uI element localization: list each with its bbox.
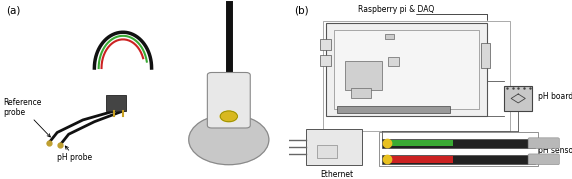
Bar bbox=[382, 139, 535, 148]
Bar bbox=[379, 132, 538, 166]
Bar bbox=[317, 145, 337, 158]
Bar bbox=[391, 156, 453, 163]
FancyBboxPatch shape bbox=[207, 72, 251, 128]
Bar bbox=[106, 95, 126, 111]
Text: pH probe: pH probe bbox=[57, 146, 92, 162]
Bar bbox=[337, 106, 450, 113]
Bar bbox=[482, 43, 490, 68]
Bar bbox=[388, 57, 399, 66]
Circle shape bbox=[189, 115, 269, 165]
Bar bbox=[345, 61, 382, 90]
Circle shape bbox=[220, 111, 237, 122]
Text: (b): (b) bbox=[295, 5, 309, 15]
Text: Raspberry pi & DAQ: Raspberry pi & DAQ bbox=[358, 5, 435, 14]
Text: Ethernet
convertor: Ethernet convertor bbox=[319, 170, 355, 179]
Bar bbox=[334, 30, 479, 109]
Text: pH sensor: pH sensor bbox=[538, 146, 572, 155]
Bar bbox=[320, 39, 331, 50]
Bar bbox=[391, 140, 453, 146]
Bar bbox=[325, 23, 487, 116]
Bar bbox=[385, 34, 394, 39]
Bar bbox=[382, 155, 535, 164]
Text: Reference
probe: Reference probe bbox=[3, 98, 50, 137]
Bar bbox=[323, 21, 510, 131]
Bar bbox=[306, 129, 363, 165]
Text: pH board: pH board bbox=[538, 92, 572, 101]
Bar bbox=[320, 55, 331, 66]
Text: (a): (a) bbox=[6, 5, 20, 15]
FancyBboxPatch shape bbox=[528, 138, 559, 149]
Bar bbox=[504, 86, 533, 111]
Bar bbox=[351, 88, 371, 98]
FancyBboxPatch shape bbox=[528, 154, 559, 165]
